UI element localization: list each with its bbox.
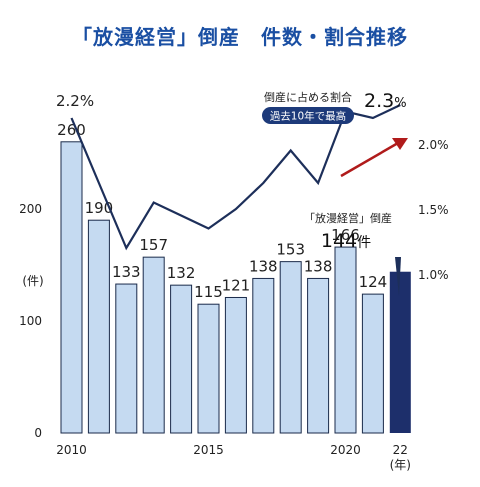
bar-label-2016: 121: [222, 276, 251, 294]
bar-label-2021: 124: [359, 273, 388, 291]
bar-2015: [197, 303, 220, 434]
axes: 0 100 200 (件) 1.0% 1.5% 2.0% 2010 2015 2020 22(年): [19, 138, 448, 472]
up-arrow-icon: [340, 138, 408, 178]
line-start-label: 2.2%: [56, 92, 94, 110]
x-tick-22: 22: [393, 443, 408, 457]
bar-2012: [115, 283, 138, 434]
bar-label-2014: 132: [167, 264, 196, 282]
x-tick-2015: 2015: [193, 443, 224, 457]
bar-2018: [279, 261, 302, 434]
ratio-badge-label: 過去10年で最高: [270, 110, 346, 123]
y-left-tick-200: 200: [19, 202, 42, 216]
bar-caption: 「放漫経営」倒産: [304, 211, 392, 225]
y-left-tick-0: 0: [34, 426, 42, 440]
bar-2020: [334, 246, 357, 434]
ratio-caption: 倒産に占める割合: [264, 90, 352, 104]
bar-2019: [307, 277, 330, 434]
bar-unit: 件: [357, 235, 371, 251]
pointer-icon: [395, 257, 401, 296]
bar-2021: [361, 293, 384, 434]
bar-label-2011: 190: [85, 199, 114, 217]
ratio-unit: %: [394, 96, 406, 111]
y-left-unit: (件): [22, 274, 43, 288]
bar-2017: [252, 277, 275, 434]
bar-2013: [142, 256, 165, 434]
bar-label-2013: 157: [139, 236, 168, 254]
y-left-tick-100: 100: [19, 314, 42, 328]
bar-series: [60, 141, 411, 434]
bar-label-2017: 138: [249, 257, 278, 275]
bar-label-2010: 260: [57, 121, 86, 139]
ratio-badge: [262, 107, 354, 124]
chart-title: 「放漫経営」倒産 件数・割合推移: [72, 25, 408, 49]
y-right-tick-2.0%: 2.0%: [418, 138, 449, 152]
bar-2010: [60, 141, 83, 434]
bar-label-2018: 153: [276, 241, 305, 259]
bar-label-2020: 166: [331, 226, 360, 244]
bar-2016: [224, 296, 247, 434]
bar-22: [389, 271, 411, 433]
y-right-tick-1.0%: 1.0%: [418, 268, 449, 282]
x-unit: (年): [390, 458, 411, 472]
x-tick-2020: 2020: [330, 443, 361, 457]
bar-label-2015: 115: [194, 283, 223, 301]
bar-label-2019: 138: [304, 257, 333, 275]
ratio-value-text: 2.3%: [364, 90, 407, 112]
bar-2014: [170, 284, 193, 434]
bar-value: 144: [321, 230, 357, 252]
ratio-value: 2.3: [364, 90, 394, 112]
bar-2011: [87, 219, 110, 434]
y-right-tick-1.5%: 1.5%: [418, 203, 449, 217]
x-tick-2010: 2010: [56, 443, 87, 457]
bar-value-text: 144件: [321, 230, 371, 252]
bar-label-2012: 133: [112, 263, 141, 281]
